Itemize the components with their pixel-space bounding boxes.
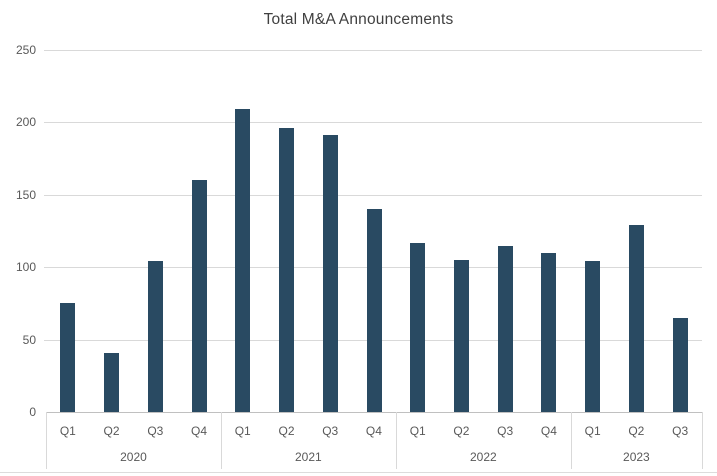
bar-q4-2020 xyxy=(191,180,207,412)
bar-q2-2020 xyxy=(104,352,120,412)
x-axis-line xyxy=(46,412,702,413)
x-axis-quarter-label: Q2 xyxy=(103,424,120,438)
bar-q4-2021 xyxy=(366,209,382,412)
bar-q1-2022 xyxy=(410,242,426,412)
x-axis-quarter-label: Q1 xyxy=(584,424,601,438)
x-axis-quarter-label: Q3 xyxy=(497,424,514,438)
x-axis-year-label: 2023 xyxy=(623,450,650,464)
bar-q2-2022 xyxy=(454,260,469,412)
x-axis-quarter-label: Q3 xyxy=(672,424,689,438)
bar-q1-2023 xyxy=(585,261,601,412)
x-axis-quarter-label: Q2 xyxy=(278,424,295,438)
year-group-separator xyxy=(570,412,572,469)
y-axis-tick-label: 100 xyxy=(15,260,36,275)
y-gridline xyxy=(44,194,702,196)
bar-q1-2020 xyxy=(60,303,76,412)
x-axis-quarter-label: Q2 xyxy=(628,424,645,438)
x-axis-quarter-label: Q4 xyxy=(191,424,208,438)
x-axis-quarter-label: Q3 xyxy=(322,424,339,438)
bar-q2-2021 xyxy=(279,128,294,412)
bar-q2-2023 xyxy=(628,225,644,412)
year-group-separator xyxy=(395,412,397,469)
x-axis-quarter-label: Q1 xyxy=(234,424,251,438)
bar-q3-2022 xyxy=(497,245,513,412)
y-gridline xyxy=(44,50,702,51)
x-axis-year-label: 2022 xyxy=(469,450,497,464)
y-gridline xyxy=(44,122,702,124)
bottom-rule xyxy=(0,472,717,473)
chart-title: Total M&A Announcements xyxy=(263,11,454,28)
x-axis-year-label: 2020 xyxy=(120,450,147,464)
x-axis-quarter-label: Q1 xyxy=(59,424,76,438)
x-axis-quarter-label: Q4 xyxy=(365,424,382,438)
y-axis-tick-label: 250 xyxy=(15,43,36,57)
bar-q3-2020 xyxy=(147,261,163,412)
y-axis-tick-label: 200 xyxy=(15,115,36,130)
year-group-separator xyxy=(220,412,222,469)
x-axis-quarter-label: Q2 xyxy=(453,424,470,438)
x-axis-quarter-label: Q1 xyxy=(409,424,426,438)
year-group-separator xyxy=(702,412,703,469)
bar-q3-2023 xyxy=(672,317,688,412)
y-axis-tick-label: 150 xyxy=(15,187,36,202)
y-axis-tick-label: 0 xyxy=(29,405,36,419)
bar-q3-2021 xyxy=(322,135,338,412)
bar-q4-2022 xyxy=(541,252,557,412)
x-axis-quarter-label: Q4 xyxy=(540,424,557,438)
x-axis-year-label: 2021 xyxy=(294,450,322,464)
x-axis-quarter-label: Q3 xyxy=(147,424,164,438)
bar-q1-2021 xyxy=(235,109,251,412)
y-axis-tick-label: 50 xyxy=(22,332,36,347)
year-group-separator xyxy=(46,412,47,469)
